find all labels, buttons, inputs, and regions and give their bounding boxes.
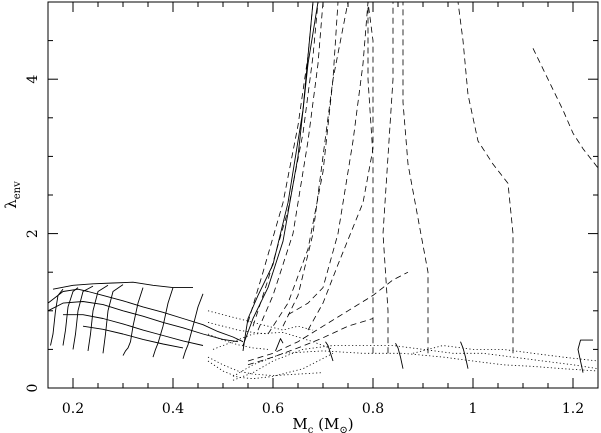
- x-tick-label: 1: [469, 401, 478, 417]
- series-solid-line-11: [152, 287, 174, 358]
- x-tick-label: 0.6: [262, 401, 284, 417]
- series-solid-line-7: [72, 285, 94, 350]
- series-dotted-line-42: [212, 332, 334, 350]
- series-solid-line-18: [460, 341, 469, 369]
- series-dotted-line-38: [207, 352, 334, 380]
- series-solid-line-19: [577, 339, 593, 373]
- series-dashed-line-25: [287, 1, 369, 316]
- series-solid-line-5: [50, 288, 64, 346]
- series-solid-line-3: [82, 325, 184, 349]
- series-group: [47, 1, 599, 381]
- series-dashed-line-24: [282, 1, 349, 327]
- y-axis-label-main: λ: [2, 199, 20, 209]
- series-dashed-line-26: [307, 1, 374, 331]
- series-dotted-line-40: [232, 350, 599, 377]
- x-axis-label-unit-open: (M: [313, 415, 339, 433]
- series-dashed-line-22: [257, 1, 324, 331]
- x-axis-label-unit-sub: ⊙: [339, 425, 347, 433]
- y-tick-label: 2: [25, 229, 41, 238]
- plot-area-border: [47, 1, 599, 389]
- series-solid-line-16: [325, 341, 334, 362]
- series-solid-line-1: [47, 301, 239, 343]
- series-dotted-line-35: [207, 322, 269, 335]
- x-tick-label: 0.8: [362, 401, 384, 417]
- series-dashed-line-33: [532, 48, 599, 169]
- series-solid-line-4: [52, 281, 193, 290]
- x-axis-label-unit-close: ): [348, 415, 354, 433]
- x-axis-label: Mc (M⊙): [292, 415, 353, 433]
- x-tick-label: 0.4: [162, 401, 184, 417]
- series-dashed-line-29: [367, 2, 374, 354]
- axis-ticks: [47, 1, 599, 389]
- plot-frame: [47, 1, 599, 389]
- series-solid-line-9: [102, 284, 124, 354]
- x-tick-label: 0.2: [62, 401, 84, 417]
- y-tick-label: 4: [25, 75, 41, 84]
- series-dashed-line-20: [247, 1, 314, 323]
- series-dashed-line-32: [457, 1, 514, 354]
- series-dashed-line-23: [267, 1, 339, 335]
- x-axis-label-sub: c: [308, 425, 314, 433]
- tick-labels: 0.2 0.4 0.6 0.8 1 1.2 0 2 4: [25, 75, 584, 417]
- series-solid-line-0: [47, 288, 244, 343]
- series-solid-line-10: [122, 287, 144, 356]
- series-dashed-line-21: [252, 1, 319, 327]
- series-solid-line-12: [182, 293, 204, 359]
- series-solid-line-6: [62, 287, 79, 346]
- series-solid-line-15: [275, 338, 284, 352]
- x-axis-label-main: M: [292, 415, 307, 433]
- x-tick-label: 1.2: [562, 401, 584, 417]
- y-axis-label: λenv: [2, 181, 23, 209]
- series-solid-line-13: [242, 1, 314, 351]
- series-solid-line-17: [395, 342, 404, 369]
- series-solid-line-8: [87, 284, 109, 351]
- y-tick-label: 0: [25, 384, 41, 393]
- series-solid-line-2: [63, 314, 204, 346]
- series-dotted-line-41: [412, 345, 599, 362]
- series-dashed-line-27: [247, 271, 409, 362]
- series-dashed-line-31: [402, 2, 429, 354]
- series-dotted-line-34: [207, 310, 314, 331]
- series-dashed-line-30: [382, 2, 394, 354]
- series-solid-line-14: [242, 1, 319, 346]
- y-axis-label-sub: env: [12, 181, 23, 199]
